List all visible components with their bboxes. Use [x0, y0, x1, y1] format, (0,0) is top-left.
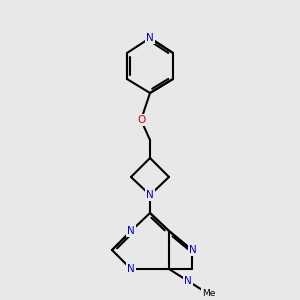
- Text: N: N: [146, 33, 154, 43]
- Text: N: N: [189, 245, 197, 255]
- Text: Me: Me: [202, 289, 216, 298]
- Text: O: O: [137, 115, 145, 125]
- Text: N: N: [127, 264, 135, 274]
- Text: N: N: [184, 276, 192, 286]
- Text: N: N: [146, 190, 154, 200]
- Text: N: N: [127, 226, 135, 236]
